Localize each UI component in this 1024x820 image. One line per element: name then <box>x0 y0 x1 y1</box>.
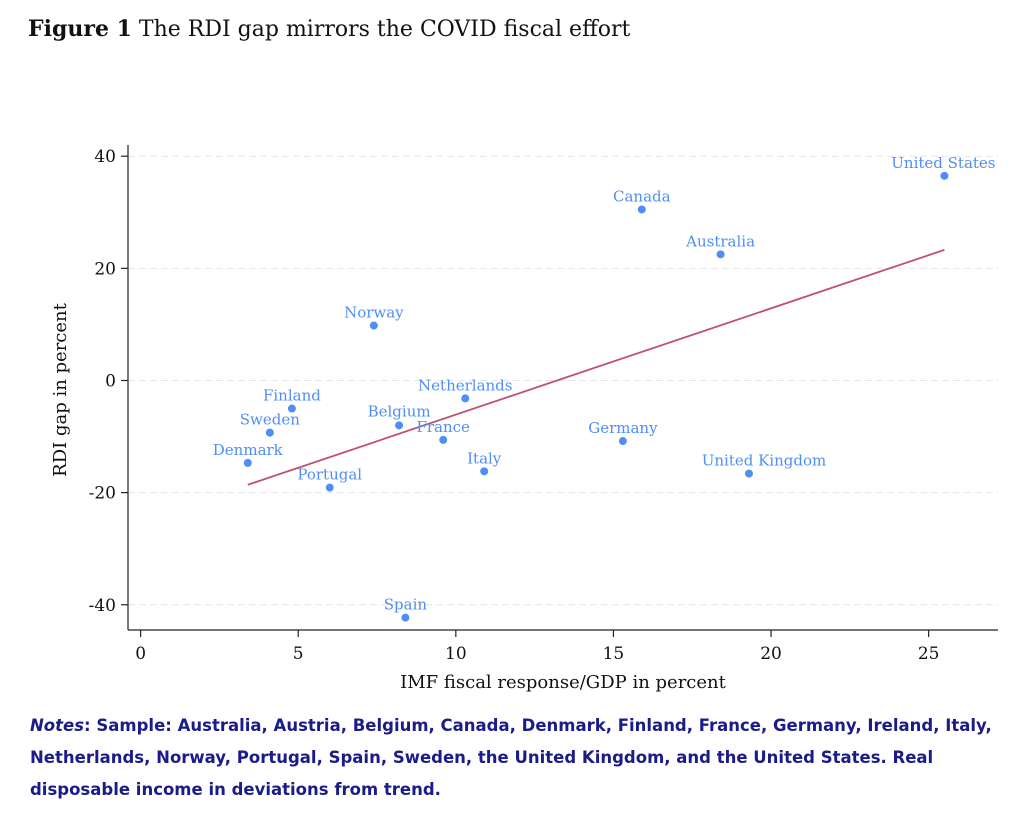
point-label: United States <box>891 154 995 172</box>
y-axis-label: RDI gap in percent <box>50 302 71 476</box>
data-point <box>265 428 274 437</box>
data-point <box>369 321 378 330</box>
x-tick-label: 10 <box>445 644 467 664</box>
notes-text: : Sample: Australia, Austria, Belgium, C… <box>30 716 992 799</box>
data-point <box>637 205 646 214</box>
data-point <box>940 171 949 180</box>
data-point <box>716 250 725 259</box>
figure-title: Figure 1 The RDI gap mirrors the COVID f… <box>28 16 630 42</box>
point-label: Sweden <box>240 411 300 429</box>
y-tick-label: -40 <box>89 596 116 616</box>
fit-line <box>247 248 945 486</box>
data-point <box>480 467 489 476</box>
data-point <box>439 435 448 444</box>
point-label: Portugal <box>297 466 362 484</box>
data-point <box>461 394 470 403</box>
data-point <box>618 437 627 446</box>
data-point <box>287 404 296 413</box>
axes: -40 -20 0 20 40 0 5 10 15 20 25 <box>89 145 998 664</box>
y-tick-label: 20 <box>94 259 116 279</box>
data-point <box>395 421 404 430</box>
data-point <box>401 613 410 622</box>
point-label: Netherlands <box>418 376 512 394</box>
figure-title-text: The RDI gap mirrors the COVID fiscal eff… <box>138 17 631 42</box>
point-label: Spain <box>384 596 428 614</box>
point-label: Norway <box>344 304 404 322</box>
data-points <box>243 171 949 622</box>
figure-notes: Notes: Sample: Australia, Austria, Belgi… <box>30 710 1005 806</box>
data-point <box>243 458 252 467</box>
y-tick-label: 40 <box>94 147 116 167</box>
data-point <box>325 483 334 492</box>
point-label: Belgium <box>368 402 431 420</box>
grid-lines <box>128 155 998 606</box>
point-label: United Kingdom <box>702 452 827 470</box>
figure-label: Figure 1 <box>28 16 132 42</box>
point-label: Canada <box>613 187 671 205</box>
point-label: Finland <box>263 387 321 405</box>
notes-label: Notes <box>30 716 85 735</box>
point-label: Germany <box>588 419 658 437</box>
y-tick-label: 0 <box>105 371 116 391</box>
x-tick-label: 0 <box>135 644 146 664</box>
x-tick-label: 25 <box>918 644 940 664</box>
fit-line-layer <box>247 248 945 486</box>
point-label: France <box>416 418 470 436</box>
point-label: Italy <box>467 449 502 467</box>
point-label: Denmark <box>213 441 284 459</box>
point-labels: United States Canada Australia Norway Nether… <box>213 154 996 614</box>
x-axis-label: IMF fiscal response/GDP in percent <box>400 672 727 693</box>
point-label: Australia <box>685 232 755 250</box>
x-tick-label: 15 <box>603 644 625 664</box>
data-point <box>744 469 753 478</box>
y-tick-label: -20 <box>89 484 116 504</box>
x-tick-label: 5 <box>293 644 304 664</box>
scatter-chart: -40 -20 0 20 40 0 5 10 15 20 25 United States Canad… <box>50 145 998 693</box>
x-tick-label: 20 <box>760 644 782 664</box>
